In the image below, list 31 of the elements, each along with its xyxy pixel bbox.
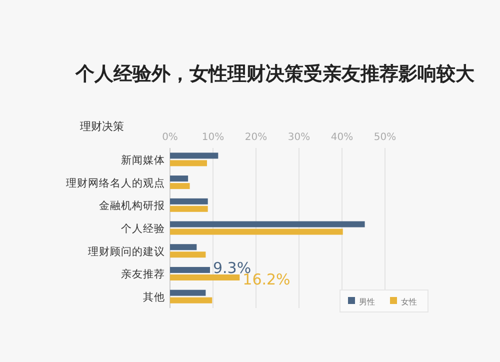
bar [170,221,365,228]
y-tick-label: 亲友推荐 [121,268,165,281]
bar [170,244,197,250]
y-tick-label: 个人经验 [121,223,165,235]
bar [170,297,212,304]
bar [170,274,240,280]
x-tick-label: 30% [288,132,310,143]
y-tick-label: 理财网络名人的观点 [66,176,165,190]
y-tick-label: 其他 [143,290,165,304]
bar [170,183,190,190]
x-tick-label: 50% [374,132,396,143]
x-tick-label: 0% [162,132,178,143]
y-tick-label: 金融机构研报 [99,200,165,212]
legend-label: 女性 [401,298,417,306]
y-tick-label: 理财顾问的建议 [88,244,165,258]
chart-title: 个人经验外，女性理财决策受亲友推荐影响较大 [74,63,476,85]
bar [170,160,207,166]
bar [170,266,210,273]
bar [170,198,208,204]
bar [170,290,206,296]
y-axis-title: 理财决策 [80,120,124,133]
legend-label: 男性 [359,298,375,306]
y-tick-label: 新闻媒体 [121,153,165,166]
x-tick-label: 20% [244,132,268,143]
bar [170,176,188,182]
x-tick-label: 10% [202,132,224,143]
bar [170,252,206,258]
bar [170,152,218,159]
x-tick-label: 40% [330,132,354,143]
bar [170,206,208,212]
bar [170,228,343,235]
